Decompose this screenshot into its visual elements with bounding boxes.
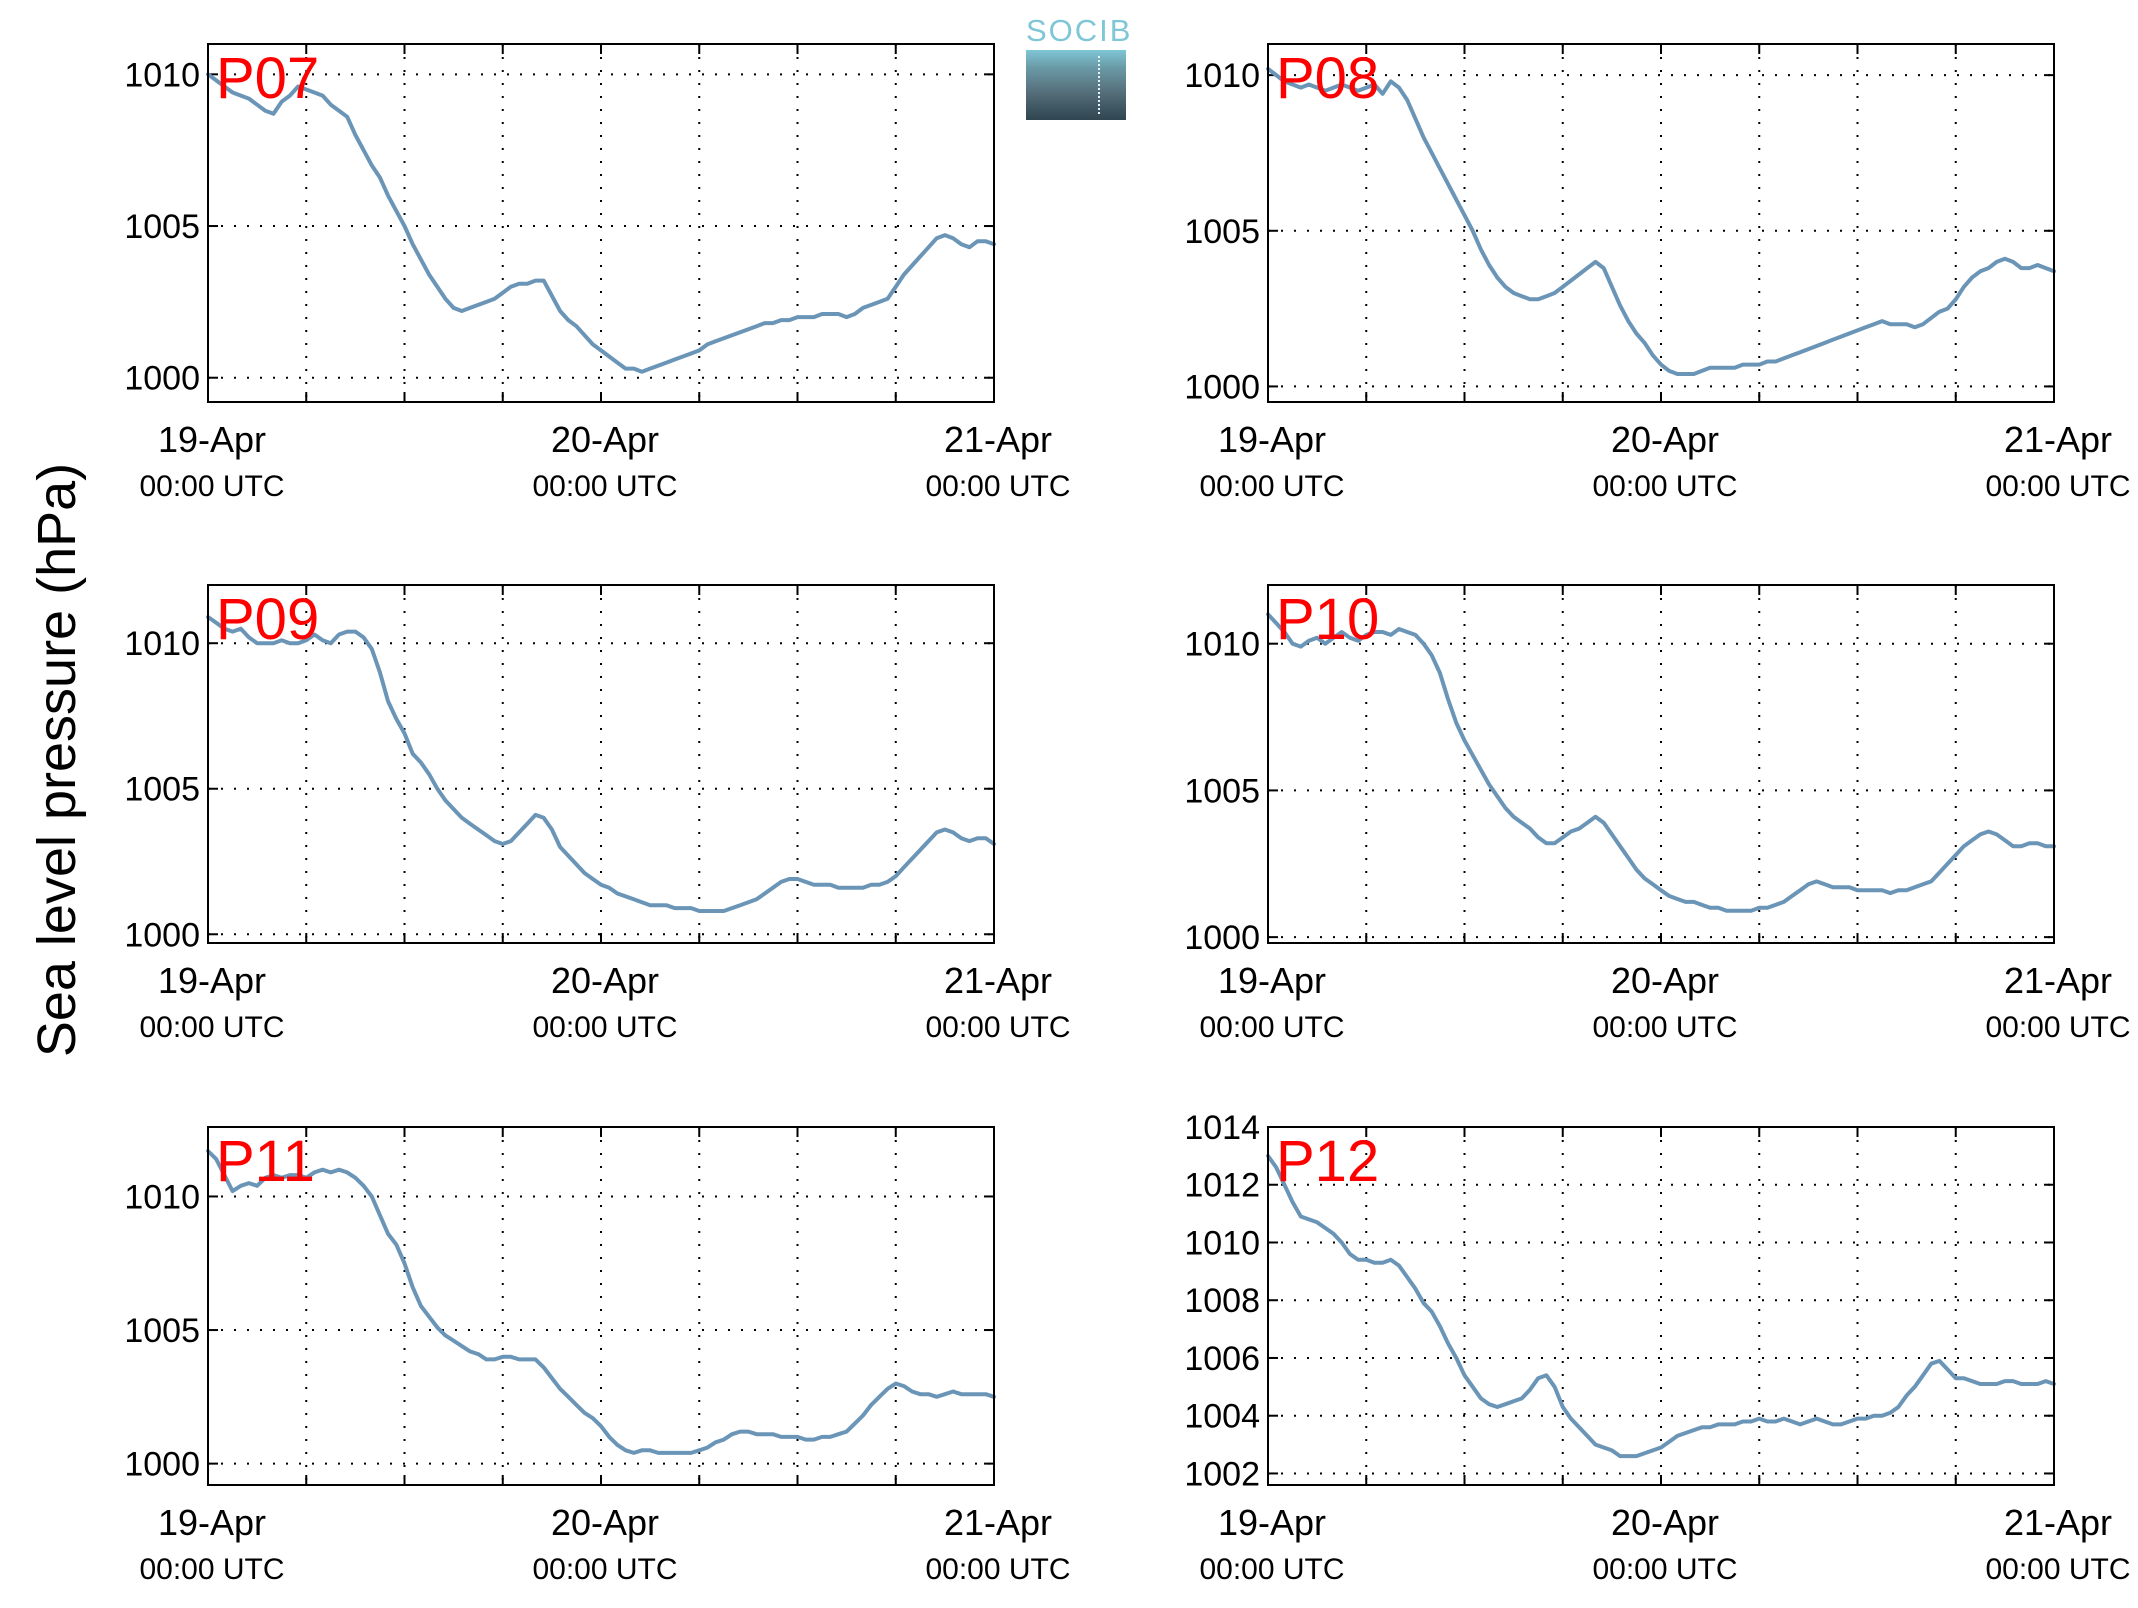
panel-p07: 1000 1005 1010 19-Apr 00:00 UTC 20-Apr 00:00 U… <box>124 43 1071 503</box>
x-tick-label: 19-Apr <box>158 419 266 460</box>
y-tick-label: 1005 <box>1184 772 1260 810</box>
axes-frame <box>1267 43 2055 403</box>
x-tick-sublabel: 00:00 UTC <box>139 1011 284 1044</box>
y-tick-label: 1010 <box>124 56 200 94</box>
y-tick-label: 1005 <box>1184 213 1260 251</box>
y-tick-label: 1000 <box>124 916 200 954</box>
y-tick-label: 1008 <box>1184 1282 1260 1320</box>
x-tick-sublabel: 00:00 UTC <box>1592 470 1737 503</box>
y-tick-label: 1010 <box>124 625 200 663</box>
x-tick-label: 20-Apr <box>1611 419 1719 460</box>
series-line-p07 <box>206 72 996 374</box>
x-tick-sublabel: 00:00 UTC <box>1592 1553 1737 1586</box>
panel-p12: 1002 1004 1006 1008 1010 1012 1014 19-Apr 00:00 … <box>1184 1109 2130 1586</box>
panel-p11: 1000 1005 1010 19-Apr 00:00 UTC 20-Apr 00:00 U… <box>124 1126 1071 1586</box>
x-tick-label: 19-Apr <box>158 960 266 1001</box>
axes-frame <box>1267 1126 2055 1486</box>
panel-p10: 1000 1005 1010 19-Apr 00:00 UTC 20-Apr 00:00 U… <box>1184 584 2131 1044</box>
panel-p08: 1000 1005 1010 19-Apr 00:00 UTC 20-Apr 00:00 U… <box>1184 43 2131 503</box>
logo-text: SOCIB <box>1026 13 1133 48</box>
x-tick-label: 20-Apr <box>551 419 659 460</box>
x-tick-sublabel: 00:00 UTC <box>139 1553 284 1586</box>
x-tick-sublabel: 00:00 UTC <box>1985 1011 2130 1044</box>
station-label: P07 <box>216 46 319 111</box>
x-tick-label: 21-Apr <box>944 960 1052 1001</box>
logo-graphic <box>1026 50 1126 120</box>
station-label: P09 <box>216 587 319 652</box>
x-tick-sublabel: 00:00 UTC <box>532 1553 677 1586</box>
y-tick-label: 1005 <box>124 1312 200 1350</box>
x-tick-sublabel: 00:00 UTC <box>925 470 1070 503</box>
x-tick-sublabel: 00:00 UTC <box>1985 470 2130 503</box>
x-tick-sublabel: 00:00 UTC <box>139 470 284 503</box>
y-tick-label: 1006 <box>1184 1340 1260 1378</box>
y-axis-label: Sea level pressure (hPa) <box>27 462 87 1058</box>
y-tick-label: 1004 <box>1184 1398 1260 1436</box>
y-tick-label: 1000 <box>1184 368 1260 406</box>
y-tick-label: 1010 <box>1184 57 1260 95</box>
x-tick-sublabel: 00:00 UTC <box>1592 1011 1737 1044</box>
axes-frame <box>1267 584 2055 944</box>
series-line-p09 <box>206 615 996 913</box>
y-tick-label: 1014 <box>1184 1109 1260 1147</box>
series-line-p11 <box>206 1149 996 1455</box>
x-tick-label: 21-Apr <box>944 419 1052 460</box>
station-label: P08 <box>1276 46 1379 111</box>
x-tick-label: 21-Apr <box>2004 960 2112 1001</box>
x-tick-label: 20-Apr <box>1611 960 1719 1001</box>
x-tick-sublabel: 00:00 UTC <box>925 1553 1070 1586</box>
y-tick-label: 1000 <box>124 360 200 398</box>
station-label: P11 <box>216 1129 315 1194</box>
y-tick-label: 1005 <box>124 208 200 246</box>
x-tick-label: 20-Apr <box>1611 1502 1719 1543</box>
y-tick-label: 1002 <box>1184 1455 1260 1493</box>
panel-p09: 1000 1005 1010 19-Apr 00:00 UTC 20-Apr 00:00 U… <box>124 584 1071 1044</box>
x-tick-sublabel: 00:00 UTC <box>925 1011 1070 1044</box>
socib-logo: SOCIB <box>1026 13 1133 120</box>
x-tick-label: 20-Apr <box>551 960 659 1001</box>
x-tick-label: 21-Apr <box>2004 419 2112 460</box>
x-tick-label: 21-Apr <box>944 1502 1052 1543</box>
axes-frame <box>207 584 995 944</box>
x-tick-label: 19-Apr <box>158 1502 266 1543</box>
series-line-p12 <box>1266 1153 2056 1459</box>
axes-frame <box>207 43 995 403</box>
x-tick-label: 21-Apr <box>2004 1502 2112 1543</box>
x-tick-sublabel: 00:00 UTC <box>1199 1011 1344 1044</box>
x-tick-label: 19-Apr <box>1218 419 1326 460</box>
station-label: P12 <box>1276 1129 1379 1194</box>
x-tick-sublabel: 00:00 UTC <box>1199 1553 1344 1586</box>
x-tick-sublabel: 00:00 UTC <box>532 470 677 503</box>
station-label: P10 <box>1276 587 1379 652</box>
y-tick-label: 1000 <box>124 1446 200 1484</box>
series-line-p10 <box>1266 612 2056 913</box>
x-tick-sublabel: 00:00 UTC <box>532 1011 677 1044</box>
x-tick-label: 20-Apr <box>551 1502 659 1543</box>
x-tick-sublabel: 00:00 UTC <box>1199 470 1344 503</box>
x-tick-label: 19-Apr <box>1218 960 1326 1001</box>
y-tick-label: 1000 <box>1184 919 1260 957</box>
series-line-p08 <box>1266 66 2056 376</box>
axes-frame <box>207 1126 995 1486</box>
y-tick-label: 1005 <box>124 771 200 809</box>
y-tick-label: 1010 <box>124 1178 200 1216</box>
x-tick-sublabel: 00:00 UTC <box>1985 1553 2130 1586</box>
y-tick-label: 1010 <box>1184 626 1260 664</box>
x-tick-label: 19-Apr <box>1218 1502 1326 1543</box>
y-tick-label: 1010 <box>1184 1224 1260 1262</box>
y-tick-label: 1012 <box>1184 1167 1260 1205</box>
